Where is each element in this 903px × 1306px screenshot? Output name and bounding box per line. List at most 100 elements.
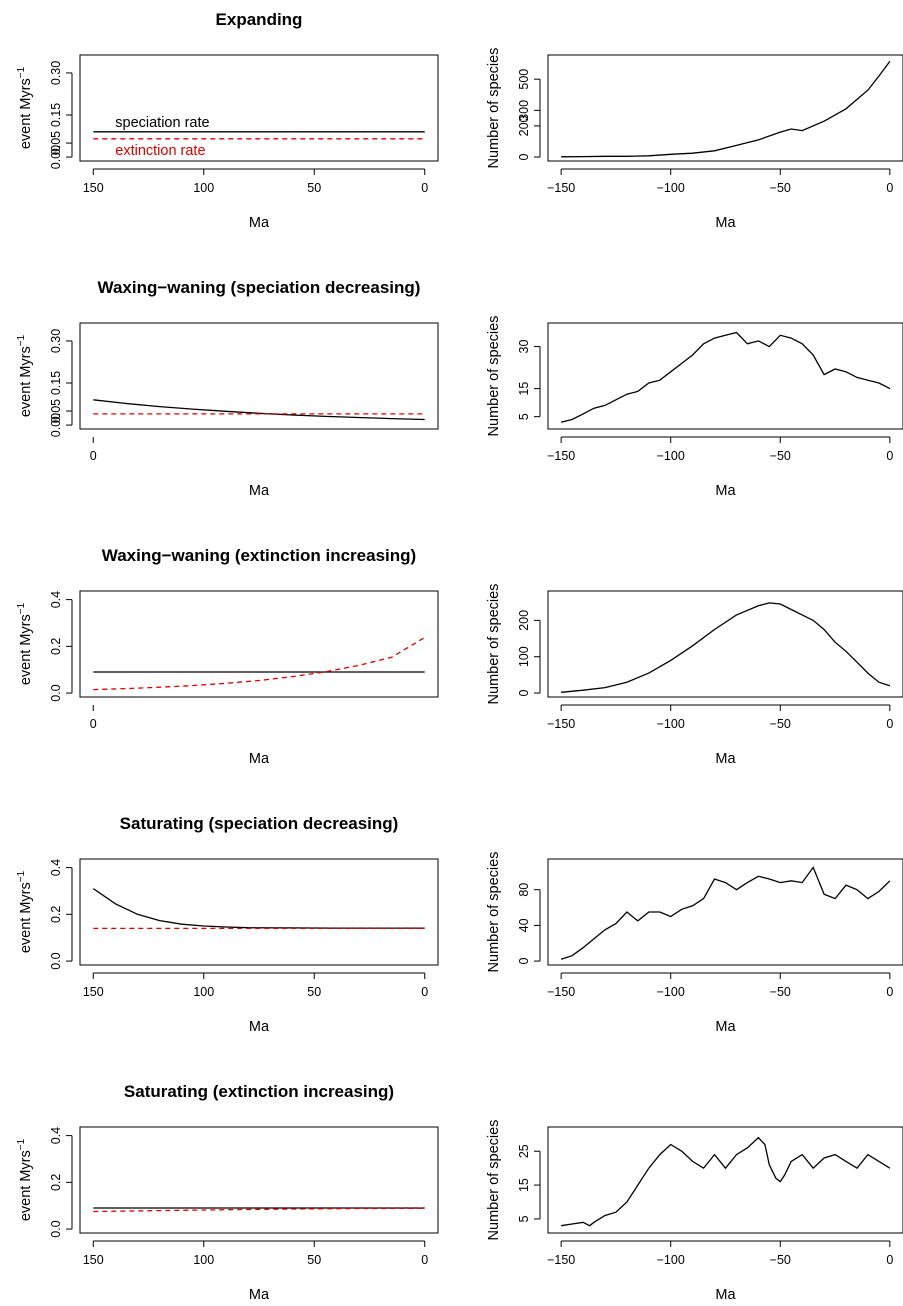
x-axis-label: Ma: [249, 751, 270, 767]
x-axis-label: Ma: [249, 483, 270, 499]
x-tick-label: −100: [657, 1253, 685, 1267]
y-axis-label: event Myrs−1: [16, 870, 34, 953]
y-tick-label: 200: [517, 115, 531, 136]
chart-title: Saturating (speciation decreasing): [120, 814, 399, 833]
x-tick-label: −100: [657, 181, 685, 195]
y-axis-label: Number of species: [486, 584, 502, 705]
plot-frame: [547, 590, 903, 698]
x-axis-label: Ma: [715, 483, 736, 499]
x-tick-label: 100: [193, 1253, 214, 1267]
series-line-1: [561, 1136, 891, 1227]
y-axis-label: event Myrs−1: [16, 334, 34, 417]
y-tick-label: 0: [517, 154, 531, 161]
x-axis-label: Ma: [715, 215, 736, 231]
x-tick-label: −50: [770, 985, 791, 999]
x-tick-label: −50: [770, 717, 791, 731]
x-tick-label: −100: [657, 717, 685, 731]
y-axis-label: Number of species: [486, 316, 502, 437]
plot-frame: [547, 858, 903, 966]
chart-panel-1: Expanding 150 100 50 0 Ma 0.000.05 0.15 0.30 even…: [16, 10, 439, 231]
x-tick-label: 150: [83, 1253, 104, 1267]
x-tick-label: −100: [657, 985, 685, 999]
y-axis-label: Number of species: [486, 852, 502, 973]
y-tick-label: 0.0: [49, 952, 63, 969]
y-tick-label: 0.4: [49, 591, 63, 608]
y-axis-label: Number of species: [486, 48, 502, 169]
y-tick-label: 25: [517, 1144, 531, 1158]
chart-title: Waxing−waning (speciation decreasing): [98, 278, 421, 297]
series-line-1: [560, 866, 891, 960]
chart-panel-5: Waxing−waning (extinction increasing) 0 Ma…: [16, 546, 439, 767]
x-tick-label: 0: [886, 181, 893, 195]
chart-panel-6: −150 −100 −50 0 Ma 0 100 200 Number of species: [486, 584, 903, 767]
x-axis-label: Ma: [715, 1287, 736, 1303]
y-tick-label: 0.2: [49, 1174, 63, 1191]
y-tick-label: 0.15: [49, 371, 63, 395]
y-tick-label: 0.2: [49, 638, 63, 655]
x-tick-label: −150: [547, 1253, 575, 1267]
x-axis-label: Ma: [249, 1019, 270, 1035]
x-tick-label: −50: [770, 1253, 791, 1267]
y-tick-label: 0.30: [49, 329, 63, 353]
y-tick-label: 500: [517, 69, 531, 90]
y-tick-label: 0.0: [49, 1220, 63, 1237]
y-tick-label: 0.05: [49, 399, 63, 423]
chart-title: Expanding: [216, 10, 303, 29]
y-tick-label: 30: [517, 340, 531, 354]
series-label-1: speciation rate: [115, 115, 209, 131]
x-axis-label: Ma: [715, 1019, 736, 1035]
x-tick-label: 0: [886, 449, 893, 463]
y-axis-label: Number of species: [486, 1120, 502, 1241]
series-line-1: [92, 888, 425, 929]
x-tick-label: 150: [83, 181, 104, 195]
x-tick-label: −150: [547, 449, 575, 463]
y-tick-label: 80: [517, 883, 531, 897]
x-tick-label: 150: [83, 985, 104, 999]
y-tick-label: 0.2: [49, 906, 63, 923]
y-tick-label: 100: [517, 646, 531, 667]
x-tick-label: 100: [193, 985, 214, 999]
chart-panel-10: −150 −100 −50 0 Ma 5 15 25 Number of species: [486, 1120, 903, 1303]
chart-title: Waxing−waning (extinction increasing): [102, 546, 416, 565]
y-tick-label: 0.00: [49, 145, 63, 169]
y-tick-label: 15: [517, 1178, 531, 1192]
x-tick-label: −150: [547, 985, 575, 999]
y-tick-label: 200: [517, 610, 531, 631]
x-tick-label: 0: [90, 717, 97, 731]
chart-panel-9: Saturating (extinction increasing) 150 100…: [16, 1082, 439, 1303]
x-tick-label: 0: [886, 717, 893, 731]
y-tick-label: 5: [517, 413, 531, 420]
x-tick-label: 0: [421, 1253, 428, 1267]
y-tick-label: 0: [517, 690, 531, 697]
chart-title: Saturating (extinction increasing): [124, 1082, 394, 1101]
x-tick-label: −50: [770, 449, 791, 463]
x-tick-label: 50: [307, 1253, 321, 1267]
y-tick-label: 5: [517, 1215, 531, 1222]
y-tick-label: 0: [517, 958, 531, 965]
series-line-1: [561, 602, 891, 693]
y-tick-label: 0.4: [49, 859, 63, 876]
y-tick-label: 0.4: [49, 1127, 63, 1144]
y-tick-label: 0.15: [49, 103, 63, 127]
plot-frame: [547, 1126, 903, 1234]
x-tick-label: 100: [193, 181, 214, 195]
plot-frame: [79, 54, 439, 162]
chart-panel-8: −150 −100 −50 0 Ma 0 40 80 Number of species: [486, 852, 903, 1035]
chart-panel-4: −150 −100 −50 0 Ma 5 15 30 Number of species: [486, 316, 903, 499]
x-axis-label: Ma: [249, 215, 270, 231]
x-axis-label: Ma: [249, 1287, 270, 1303]
series-line-2: [93, 1207, 425, 1213]
x-tick-label: 0: [90, 449, 97, 463]
plot-frame: [547, 54, 903, 162]
plot-frame: [547, 322, 903, 430]
y-tick-label: 0.00: [49, 413, 63, 437]
x-tick-label: −50: [770, 181, 791, 195]
x-tick-label: −150: [547, 181, 575, 195]
y-tick-label: 300: [517, 100, 531, 121]
y-tick-label: 0.05: [49, 131, 63, 155]
y-tick-label: 0.0: [49, 684, 63, 701]
x-tick-label: 50: [307, 181, 321, 195]
x-tick-label: −100: [657, 449, 685, 463]
